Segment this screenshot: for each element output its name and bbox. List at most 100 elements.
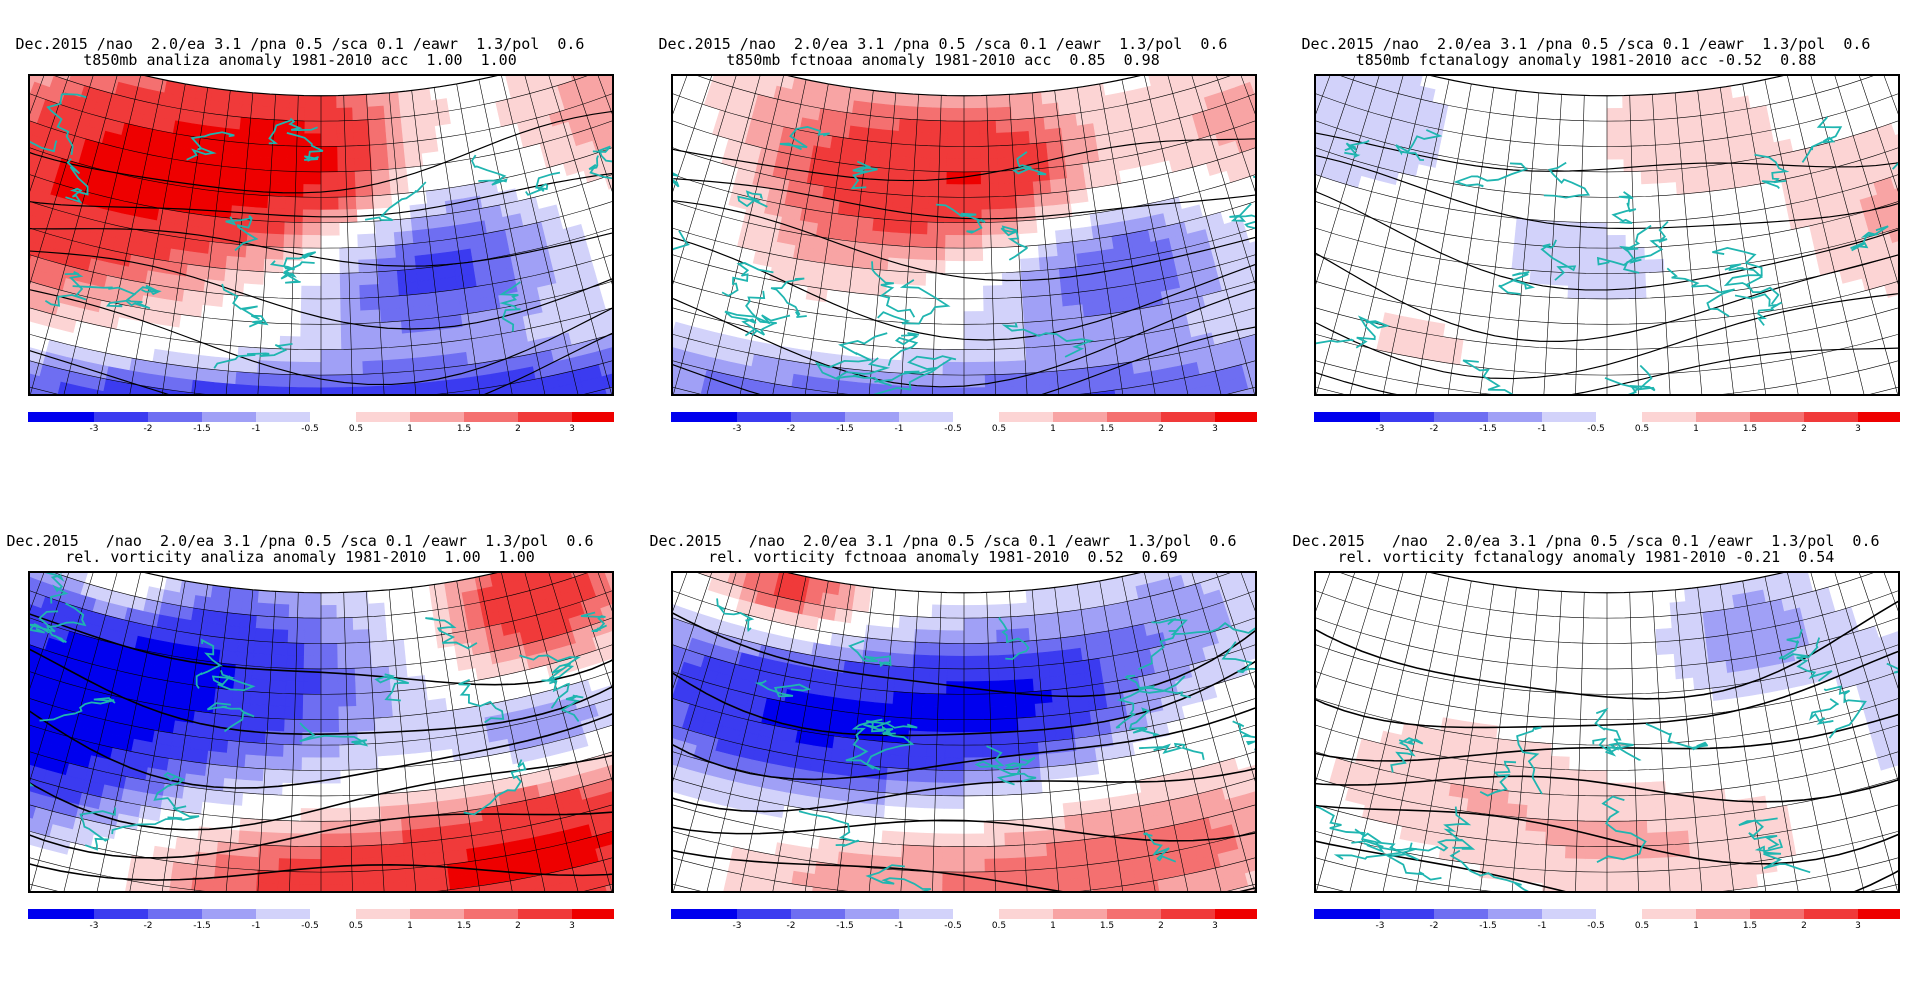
anomaly-cell <box>1639 132 1657 147</box>
anomaly-cell <box>980 145 998 160</box>
colorbar-tick-label: -0.5 <box>944 921 962 931</box>
coastline <box>1254 717 1255 768</box>
anomaly-cell <box>382 346 405 361</box>
anomaly-cell <box>1501 853 1524 870</box>
colorbar-swatch <box>410 909 464 919</box>
anomaly-cell <box>1241 358 1255 377</box>
anomaly-cell <box>320 643 339 657</box>
colorbar-swatch <box>94 412 148 422</box>
anomaly-cell <box>1022 295 1044 311</box>
anomaly-map <box>1316 76 1898 394</box>
anomaly-cell <box>1625 272 1646 287</box>
anomaly-cell <box>1016 194 1036 209</box>
meridian-line <box>1209 76 1255 394</box>
anomaly-cell <box>284 718 304 733</box>
anomaly-cell <box>1692 879 1716 891</box>
anomaly-cell <box>386 142 406 157</box>
anomaly-cell <box>268 170 288 185</box>
anomaly-cell <box>931 604 949 619</box>
anomaly-cell <box>1248 303 1255 323</box>
contour-line <box>30 157 612 218</box>
anomaly-cell <box>341 361 364 376</box>
anomaly-cell <box>271 629 289 644</box>
anomaly-cell <box>892 691 912 706</box>
anomaly-cell <box>963 884 986 891</box>
anomaly-cell <box>389 180 409 195</box>
anomaly-cell <box>278 361 301 376</box>
anomaly-cell <box>1656 640 1675 656</box>
anomaly-cell <box>946 146 965 160</box>
anomaly-cell <box>1711 685 1732 701</box>
colorbar-swatch <box>1696 412 1750 422</box>
anomaly-cell <box>904 793 926 809</box>
anomaly-cell <box>250 181 270 197</box>
anomaly-cell <box>340 807 362 822</box>
anomaly-cell <box>392 714 413 730</box>
anomaly-cell <box>963 196 983 211</box>
meridian-line <box>566 76 612 394</box>
anomaly-cell <box>927 706 947 720</box>
anomaly-cell <box>1622 107 1640 122</box>
anomaly-cell <box>929 170 948 185</box>
coastline <box>770 277 807 319</box>
anomaly-cell <box>963 120 981 135</box>
anomaly-cell <box>1029 639 1049 654</box>
anomaly-cell <box>1011 118 1030 133</box>
parallel-line <box>673 114 1255 198</box>
anomaly-cell <box>1702 113 1721 129</box>
anomaly-cell <box>353 132 371 147</box>
anomaly-cell <box>357 246 378 261</box>
anomaly-cell <box>352 603 370 618</box>
anomaly-cell <box>336 107 354 122</box>
coastline <box>364 181 427 221</box>
anomaly-cell <box>357 743 378 758</box>
anomaly-cell <box>1655 627 1674 643</box>
anomaly-cell <box>1060 622 1080 638</box>
anomaly-cell <box>1027 384 1051 394</box>
anomaly-cell <box>912 157 931 172</box>
anomaly-cell <box>374 716 395 732</box>
anomaly-cell <box>1028 626 1047 642</box>
anomaly-cell <box>363 882 387 891</box>
anomaly-cell <box>910 195 930 210</box>
parallel-line <box>1316 91 1898 173</box>
anomaly-cell <box>253 640 272 656</box>
anomaly-cell <box>1564 845 1587 860</box>
anomaly-cell <box>1691 866 1714 882</box>
anomaly-cell <box>1673 651 1693 667</box>
anomaly-cell <box>393 230 414 246</box>
anomaly-cell <box>225 752 247 768</box>
coastline <box>1462 359 1520 394</box>
parallel-line <box>30 274 612 376</box>
anomaly-cell <box>1011 615 1030 630</box>
anomaly-cell <box>981 209 1001 223</box>
colorbar: -3 -2 -1.5 -1 -0.5 0.5 1 1.5 2 3 <box>28 412 614 440</box>
anomaly-cell <box>374 703 394 719</box>
anomaly-cell <box>997 654 1016 669</box>
anomaly-cell <box>1514 230 1535 246</box>
anomaly-cell <box>302 222 322 236</box>
anomaly-cell <box>257 92 275 108</box>
anomaly-cell <box>942 361 965 376</box>
anomaly-cell <box>895 156 915 171</box>
anomaly-cell <box>876 180 896 195</box>
coastline <box>186 131 235 161</box>
coastline <box>850 160 878 190</box>
anomaly-cell <box>1547 781 1569 796</box>
anomaly-cell <box>1546 806 1568 821</box>
anomaly-cell <box>268 679 287 694</box>
anomaly-cell <box>338 196 357 211</box>
anomaly-cell <box>341 845 364 860</box>
colorbar-tick-label: -0.5 <box>944 424 962 434</box>
anomaly-cell <box>337 158 356 173</box>
anomaly-cell <box>851 597 871 613</box>
anomaly-cell <box>947 133 965 147</box>
anomaly-cell <box>1048 866 1071 882</box>
anomaly-cell <box>1606 833 1628 847</box>
colorbar-swatches <box>671 909 1257 919</box>
anomaly-cell <box>1671 129 1690 145</box>
coastline <box>592 145 612 172</box>
anomaly-cell <box>899 105 918 121</box>
anomaly-cell <box>1656 156 1676 171</box>
anomaly-cell <box>1045 841 1069 857</box>
